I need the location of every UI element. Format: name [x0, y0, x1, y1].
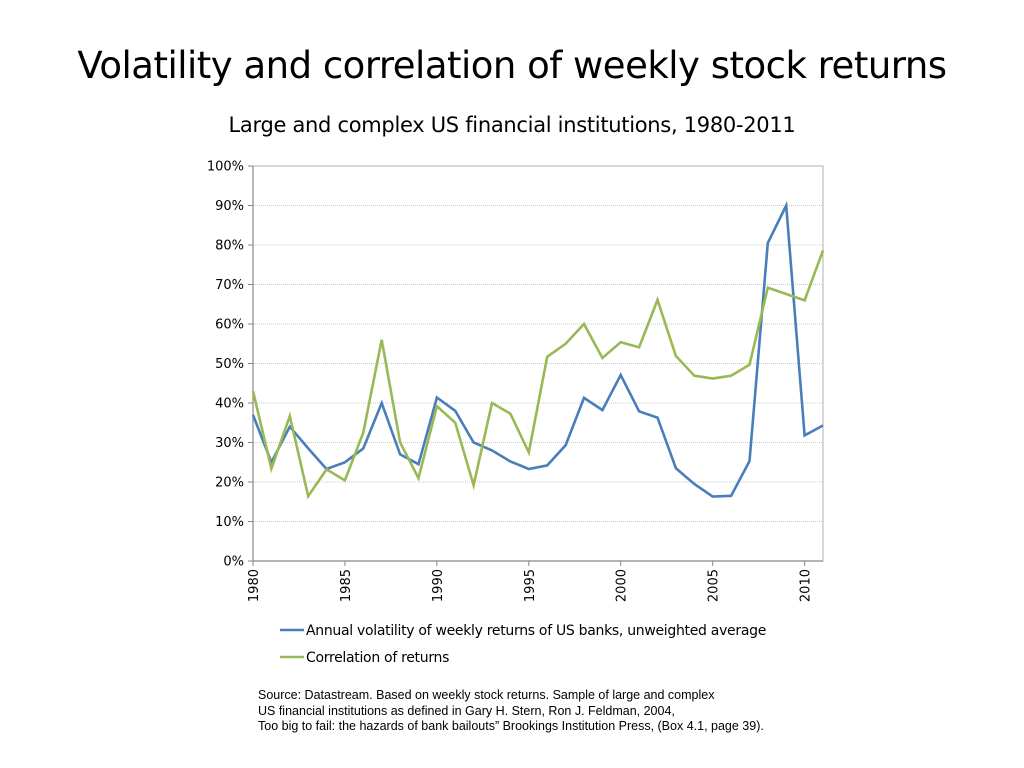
- gridlines: [253, 205, 823, 522]
- y-tick-label: 30%: [215, 436, 244, 451]
- legend-label-volatility: Annual volatility of weekly returns of U…: [306, 623, 766, 639]
- y-tick-label: 20%: [215, 476, 244, 491]
- legend: Annual volatility of weekly returns of U…: [280, 623, 766, 666]
- x-tick-label: 1995: [523, 569, 538, 602]
- y-tick-label: 100%: [207, 160, 244, 175]
- y-tick-label: 90%: [215, 199, 244, 214]
- y-tick-label: 0%: [223, 555, 244, 570]
- x-tick-label: 1980: [247, 569, 262, 602]
- x-tick-label: 1985: [339, 569, 354, 602]
- source-note: Source: Datastream. Based on weekly stoc…: [258, 688, 764, 735]
- y-tick-label: 70%: [215, 278, 244, 293]
- axes: 0% 10% 20% 30% 40% 50% 60% 70% 80% 90% 100% 1980 198…: [207, 160, 823, 602]
- y-tick-label: 10%: [215, 515, 244, 530]
- source-line-3: Too big to fail: the hazards of bank bai…: [258, 719, 764, 733]
- series-line-correlation: [251, 250, 825, 500]
- y-tick-label: 60%: [215, 318, 244, 333]
- slide-title: Volatility and correlation of weekly sto…: [77, 44, 947, 87]
- x-tick-label: 2005: [707, 569, 722, 602]
- source-line-1: Source: Datastream. Based on weekly stoc…: [258, 688, 715, 702]
- legend-label-correlation: Correlation of returns: [306, 650, 449, 666]
- y-tick-label: 50%: [215, 357, 244, 372]
- y-tick-label: 80%: [215, 239, 244, 254]
- chart-subtitle: Large and complex US financial instituti…: [228, 113, 796, 137]
- series-line-volatility: [251, 200, 824, 498]
- y-tick-label: 40%: [215, 397, 244, 412]
- source-line-2: US financial institutions as defined in …: [258, 703, 675, 718]
- series-lines: [251, 200, 825, 500]
- x-tick-label: 1990: [431, 569, 446, 602]
- x-tick-label: 2010: [799, 569, 814, 602]
- x-tick-label: 2000: [615, 569, 630, 602]
